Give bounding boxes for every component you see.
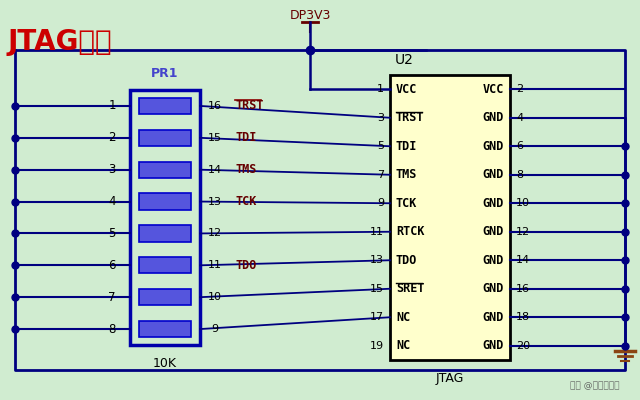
Text: 14: 14 [516,255,530,265]
FancyBboxPatch shape [139,321,191,337]
Text: TMS: TMS [235,163,257,176]
Text: 14: 14 [208,165,222,175]
Text: 6: 6 [108,259,116,272]
Text: 16: 16 [208,101,222,111]
Bar [130,90,200,345]
Text: NC: NC [396,339,410,352]
Text: 19: 19 [370,341,384,351]
Text: 11: 11 [370,227,384,237]
Text: GND: GND [483,254,504,267]
Text: DP3V3: DP3V3 [289,9,331,22]
FancyBboxPatch shape [139,162,191,178]
Text: VCC: VCC [396,83,417,96]
Text: 2: 2 [516,84,523,94]
Text: 12: 12 [208,228,222,238]
Text: PR1: PR1 [151,67,179,80]
Text: 7: 7 [108,291,116,304]
Text: 2: 2 [108,131,116,144]
Text: TCK: TCK [235,195,257,208]
Text: 10: 10 [516,198,530,208]
Text: GND: GND [483,197,504,210]
Text: 4: 4 [516,113,523,123]
Text: 3: 3 [108,163,116,176]
Text: 8: 8 [108,322,116,336]
FancyBboxPatch shape [139,289,191,305]
FancyBboxPatch shape [139,130,191,146]
Text: 18: 18 [516,312,530,322]
Text: 5: 5 [108,227,116,240]
Text: NC: NC [396,311,410,324]
Text: GND: GND [483,339,504,352]
FancyBboxPatch shape [139,257,191,274]
Text: 13: 13 [208,196,222,206]
Text: GND: GND [483,140,504,153]
Text: 3: 3 [377,113,384,123]
Text: TDO: TDO [235,259,257,272]
Text: 1: 1 [108,100,116,112]
Text: 1: 1 [377,84,384,94]
Text: 6: 6 [516,141,523,151]
Text: 10K: 10K [153,357,177,370]
Text: 9: 9 [377,198,384,208]
Text: 10: 10 [208,292,222,302]
Text: SRET: SRET [396,282,424,295]
Text: U2: U2 [395,53,414,67]
Text: 12: 12 [516,227,530,237]
Text: 8: 8 [516,170,523,180]
Text: TRST: TRST [235,100,264,112]
Text: GND: GND [483,225,504,238]
Text: TDI: TDI [396,140,417,153]
Text: 4: 4 [108,195,116,208]
Text: 16: 16 [516,284,530,294]
Text: 5: 5 [377,141,384,151]
Text: 15: 15 [370,284,384,294]
Text: GND: GND [483,282,504,295]
Text: 11: 11 [208,260,222,270]
Text: 15: 15 [208,133,222,143]
Text: 20: 20 [516,341,530,351]
Text: 头条 @玩转嵌入式: 头条 @玩转嵌入式 [570,381,620,390]
FancyBboxPatch shape [139,193,191,210]
Text: TRST: TRST [396,111,424,124]
Text: RTCK: RTCK [396,225,424,238]
Text: JTAG接口: JTAG接口 [8,28,113,56]
Text: GND: GND [483,311,504,324]
Text: TMS: TMS [396,168,417,181]
Text: TCK: TCK [396,197,417,210]
Text: 13: 13 [370,255,384,265]
FancyBboxPatch shape [139,98,191,114]
Text: VCC: VCC [483,83,504,96]
Text: 17: 17 [370,312,384,322]
FancyBboxPatch shape [139,225,191,242]
Text: 7: 7 [377,170,384,180]
Bar [390,75,510,360]
Text: GND: GND [483,111,504,124]
Text: GND: GND [483,168,504,181]
Text: JTAG: JTAG [436,372,464,385]
Text: TDO: TDO [396,254,417,267]
Text: TDI: TDI [235,131,257,144]
Text: 9: 9 [211,324,219,334]
